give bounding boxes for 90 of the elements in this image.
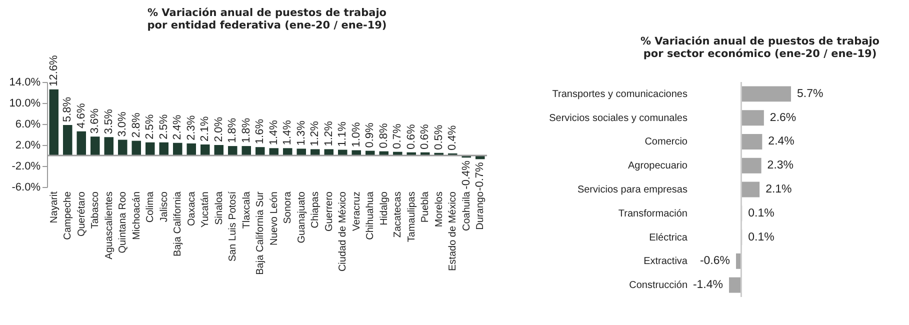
x-tick-label: Baja California	[172, 191, 184, 257]
data-label: 1.6%	[254, 118, 266, 144]
data-label: 0.5%	[432, 124, 445, 150]
x-tick-label: Tlaxcala	[241, 191, 252, 229]
x-tick-label: Morelos	[434, 192, 445, 228]
data-label: 0.7%	[392, 124, 404, 149]
x-tick-label: Sinaloa	[214, 191, 225, 225]
y-tick-label: Extractiva	[644, 256, 688, 268]
x-tick-label: Colima	[145, 191, 156, 223]
data-label: 0.9%	[364, 122, 376, 148]
data-label: 2.3%	[185, 115, 198, 140]
x-tick-label: San Luis Potosí	[228, 191, 239, 262]
data-label: 1.8%	[226, 118, 239, 144]
x-tick-label: Jalisco	[158, 191, 170, 222]
x-tick-label: Puebla	[420, 191, 432, 223]
x-tick-label: Veracruz	[351, 192, 362, 231]
data-label: 5.8%	[62, 96, 74, 122]
data-label: 0.6%	[419, 124, 432, 150]
y-tick-label: 14.0%	[9, 76, 41, 88]
data-label: 4.6%	[75, 103, 88, 128]
y-tick-label: 6.0%	[15, 118, 41, 130]
data-label: 3.6%	[89, 108, 102, 134]
x-tick-label: Tabasco	[90, 191, 102, 229]
x-tick-label: Guanajuato	[296, 191, 308, 244]
data-label: 1.3%	[295, 120, 308, 146]
chart-title: % Variación anual de puestos de trabajo por entidad federativa (ene-20 / ene-19)	[147, 7, 387, 32]
data-label: 0.6%	[405, 124, 418, 150]
x-tick-label: Sonora	[282, 191, 294, 224]
data-label: -0.7%	[474, 162, 486, 191]
x-tick-label: Chihuahua	[365, 191, 376, 240]
x-tick-label: Guerrero	[324, 191, 335, 232]
data-label: 1.4%	[268, 120, 280, 146]
x-tick-label: Coahuila	[461, 191, 472, 231]
x-tick-label: Michoacán	[131, 192, 142, 240]
x-tick-label: Hidalgo	[378, 191, 390, 226]
data-label: 1.4%	[282, 120, 294, 146]
y-tick-label: Comercio	[644, 136, 688, 148]
data-label: 12.6%	[48, 54, 60, 86]
x-tick-label: Nuevo León	[268, 192, 280, 246]
x-tick-label: Durango	[475, 191, 486, 230]
data-label: -1.4%	[692, 279, 723, 292]
data-label: 0.1%	[748, 207, 774, 220]
data-label: -0.6%	[700, 255, 730, 268]
x-tick-label: Baja California Sur	[255, 190, 266, 275]
data-label: 0.8%	[378, 123, 390, 148]
data-label: 2.8%	[130, 112, 142, 138]
x-tick-label: Ciudad de México	[338, 191, 349, 272]
x-tick-label: Chiapas	[310, 192, 322, 228]
data-label: 0.4%	[446, 125, 459, 150]
y-tick-label: Transformación	[618, 208, 688, 220]
x-tick-label: Estado de México	[448, 191, 459, 271]
x-tick-label: Campeche	[62, 191, 74, 240]
data-label: 2.4%	[172, 114, 184, 140]
y-tick-label: -2.0%	[12, 160, 41, 172]
data-label: 2.1%	[199, 116, 212, 142]
x-tick-label: Aguascalientes	[104, 192, 115, 260]
chart-title: % Variación anual de puestos de trabajo por sector económico (ene-20 / ene-19)	[640, 35, 880, 60]
y-tick-label: Construcción	[629, 280, 688, 292]
y-tick-label: Agropecuario	[628, 160, 688, 172]
y-tick-label: 10.0%	[9, 98, 41, 110]
data-label: 2.4%	[768, 136, 794, 148]
data-label: 2.6%	[770, 112, 796, 124]
y-tick-label: -6.0%	[12, 182, 41, 194]
x-tick-label: Querétaro	[76, 191, 88, 237]
data-label: 3.0%	[116, 111, 129, 137]
data-label: 2.1%	[766, 184, 792, 196]
data-label: 2.3%	[767, 160, 794, 172]
data-label: 1.1%	[336, 121, 349, 147]
x-tick-label: Oaxaca	[186, 191, 198, 226]
y-tick-label: Transportes y comunicaciones	[552, 88, 688, 100]
x-tick-label: Quintana Roo	[118, 191, 129, 254]
x-tick-label: Yucatán	[200, 192, 212, 228]
x-tick-label: Nayarit	[48, 191, 60, 224]
y-tick-label: Eléctrica	[649, 232, 688, 244]
data-label: 5.7%	[797, 88, 824, 100]
data-label: 3.5%	[102, 108, 115, 134]
data-label: 0.1%	[748, 231, 774, 244]
data-label: 2.5%	[158, 114, 170, 140]
data-label: 1.8%	[240, 118, 252, 144]
y-tick-label: 2.0%	[15, 140, 41, 152]
x-tick-label: Tamaulipas	[406, 192, 418, 242]
data-label: -0.4%	[460, 160, 472, 190]
data-label: 1.2%	[322, 120, 335, 146]
x-tick-label: Zacatecas	[392, 192, 404, 238]
data-label: 2.0%	[212, 116, 225, 142]
data-label: 2.5%	[144, 114, 156, 140]
data-label: 1.0%	[350, 122, 362, 148]
data-label: 1.2%	[309, 120, 322, 146]
y-tick-label: Servicios sociales y comunales	[549, 112, 688, 124]
y-tick-label: Servicios para empresas	[577, 184, 688, 196]
